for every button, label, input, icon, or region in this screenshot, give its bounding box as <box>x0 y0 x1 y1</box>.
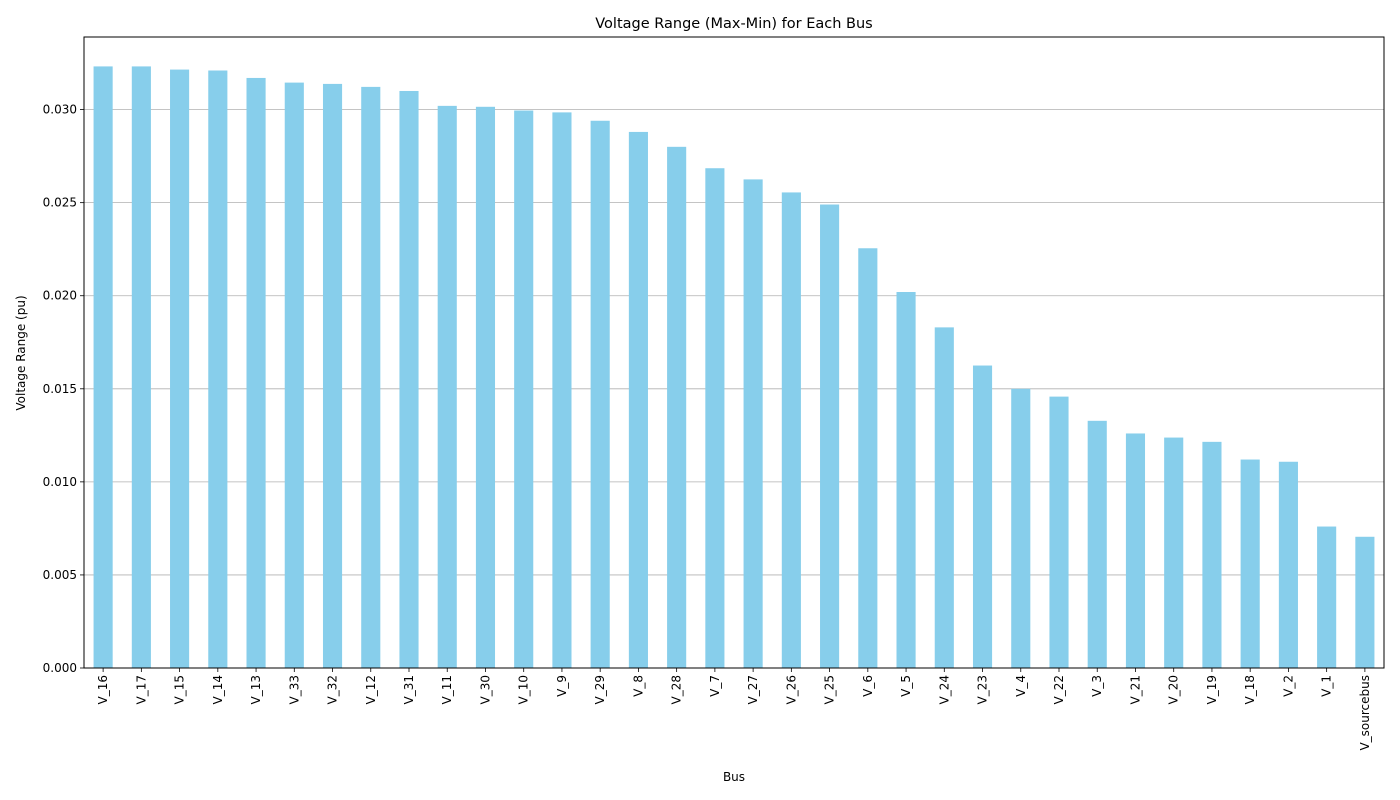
bar-v-32 <box>322 83 343 669</box>
y-tick-label: 0.000 <box>43 661 77 675</box>
x-tick-label: V_32 <box>326 675 340 704</box>
x-tick-label: V_7 <box>708 675 722 697</box>
y-gridlines <box>84 109 1384 669</box>
bar-v-11 <box>437 105 457 668</box>
bar-v-20 <box>1164 437 1184 668</box>
bar-v-24 <box>934 327 954 668</box>
bar-v-5 <box>896 292 916 668</box>
x-tick-label: V_sourcebus <box>1358 675 1372 751</box>
chart-title: Voltage Range (Max-Min) for Each Bus <box>595 16 872 32</box>
y-axis-ticks: 0.000 0.005 0.010 0.015 0.020 0.025 0.030 <box>43 103 84 675</box>
bar-v-sourcebus <box>1355 536 1375 668</box>
x-tick-label: V_19 <box>1205 675 1219 704</box>
bar-v-21 <box>1125 433 1146 668</box>
x-tick-label: V_13 <box>249 675 263 704</box>
plot-frame <box>83 36 1385 669</box>
x-tick-label: V_15 <box>173 675 187 704</box>
x-axis-ticks: V_16 V_17 V_15 V_14 V_13 V_33 V_32 V_12 V_31 V_11… <box>96 668 1372 751</box>
y-tick-label: 0.010 <box>43 475 77 489</box>
bar-v-3 <box>1087 420 1107 668</box>
bar-v-4 <box>1011 388 1031 668</box>
x-tick-label: V_26 <box>784 675 798 704</box>
x-tick-label: V_9 <box>555 675 569 697</box>
x-tick-label: V_10 <box>517 675 531 704</box>
x-tick-label: V_12 <box>364 675 378 704</box>
bar-v-30 <box>475 106 496 668</box>
x-tick-label: V_2 <box>1281 675 1295 697</box>
x-tick-label: V_33 <box>287 675 301 704</box>
bar-v-8 <box>628 131 648 668</box>
y-tick-label: 0.030 <box>43 103 77 117</box>
x-tick-label: V_14 <box>211 675 225 704</box>
bar-v-1 <box>1317 526 1337 668</box>
bar-v-19 <box>1202 441 1222 668</box>
bar-v-13 <box>246 77 266 669</box>
bar-v-17 <box>131 66 151 669</box>
bar-v-16 <box>93 66 113 669</box>
bar-v-14 <box>208 70 228 669</box>
bar-v-25 <box>820 204 840 668</box>
bar-v-6 <box>858 248 878 668</box>
x-tick-label: V_24 <box>937 675 951 704</box>
bar-v-26 <box>781 192 801 668</box>
x-tick-label: V_16 <box>96 675 110 704</box>
x-tick-label: V_8 <box>631 675 645 697</box>
x-tick-label: V_25 <box>823 675 837 704</box>
y-tick-label: 0.020 <box>43 289 77 303</box>
bar-v-31 <box>399 90 419 668</box>
x-tick-label: V_18 <box>1243 675 1257 704</box>
y-tick-label: 0.005 <box>43 568 77 582</box>
x-tick-label: V_6 <box>861 675 875 697</box>
x-tick-label: V_11 <box>440 675 454 704</box>
y-tick-label: 0.025 <box>43 196 77 210</box>
x-tick-label: V_28 <box>670 675 684 704</box>
x-tick-label: V_27 <box>746 675 760 704</box>
bar-v-15 <box>170 69 190 669</box>
bar-v-23 <box>972 365 993 668</box>
x-tick-label: V_5 <box>899 675 913 697</box>
x-tick-label: V_17 <box>134 675 148 704</box>
x-tick-label: V_1 <box>1320 675 1334 697</box>
bar-v-22 <box>1049 396 1069 668</box>
bar-v-2 <box>1278 461 1298 668</box>
x-tick-label: V_31 <box>402 675 416 704</box>
x-tick-label: V_30 <box>478 675 492 704</box>
bar-v-29 <box>590 120 610 669</box>
x-tick-label: V_23 <box>976 675 990 704</box>
x-tick-label: V_22 <box>1052 675 1066 704</box>
x-axis-label: Bus <box>723 770 745 784</box>
bar-v-27 <box>743 179 763 668</box>
bar-v-18 <box>1240 459 1260 668</box>
bar-v-10 <box>514 110 534 668</box>
x-tick-label: V_21 <box>1128 675 1142 704</box>
bar-v-12 <box>361 86 381 668</box>
bar-v-7 <box>705 168 725 669</box>
x-tick-label: V_29 <box>593 675 607 704</box>
bars <box>93 66 1375 669</box>
bar-v-9 <box>552 112 572 669</box>
x-tick-label: V_20 <box>1167 675 1181 704</box>
y-tick-label: 0.015 <box>43 382 77 396</box>
bar-v-28 <box>667 146 687 668</box>
x-tick-label: V_4 <box>1014 675 1028 697</box>
x-tick-label: V_3 <box>1090 675 1104 697</box>
y-axis-label: Voltage Range (pu) <box>14 295 28 410</box>
bar-v-33 <box>284 82 304 668</box>
